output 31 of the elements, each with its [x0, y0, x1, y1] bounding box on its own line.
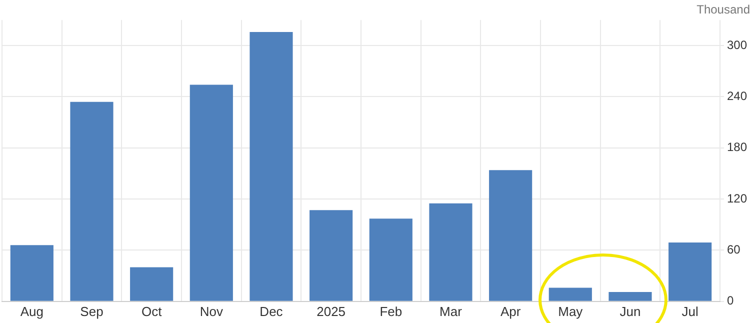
- x-tick-label: Aug: [20, 304, 44, 319]
- bar: [548, 288, 592, 301]
- x-tick-label: Feb: [380, 304, 402, 319]
- y-axis-title: Thousand: [696, 2, 750, 16]
- y-tick-label: 60: [726, 242, 741, 257]
- bar: [70, 102, 114, 301]
- bar: [190, 84, 233, 301]
- x-tick-label: Jun: [620, 304, 641, 319]
- bar: [369, 218, 412, 301]
- bar: [489, 170, 532, 301]
- x-tick-label: Mar: [440, 304, 463, 319]
- y-tick-label: 180: [726, 140, 748, 154]
- x-tick-label: May: [558, 304, 584, 319]
- x-tick-label: Oct: [141, 304, 162, 319]
- x-tick-label: Dec: [260, 304, 284, 319]
- x-tick-label: Sep: [80, 304, 104, 319]
- y-tick-label: 240: [726, 89, 748, 104]
- y-tick-label: 120: [726, 191, 748, 206]
- x-tick-label: 2025: [316, 304, 346, 319]
- bar: [668, 242, 712, 301]
- bar: [10, 245, 54, 301]
- x-tick-label: Jul: [682, 304, 698, 319]
- bar: [250, 32, 293, 301]
- bar: [130, 267, 174, 301]
- y-tick-label: 0: [726, 294, 734, 308]
- bar: [310, 210, 353, 301]
- x-tick-label: Apr: [500, 304, 522, 319]
- bar: [429, 203, 472, 301]
- x-tick-label: Nov: [200, 304, 224, 319]
- bar: [608, 292, 652, 301]
- y-tick-label: 300: [726, 38, 748, 52]
